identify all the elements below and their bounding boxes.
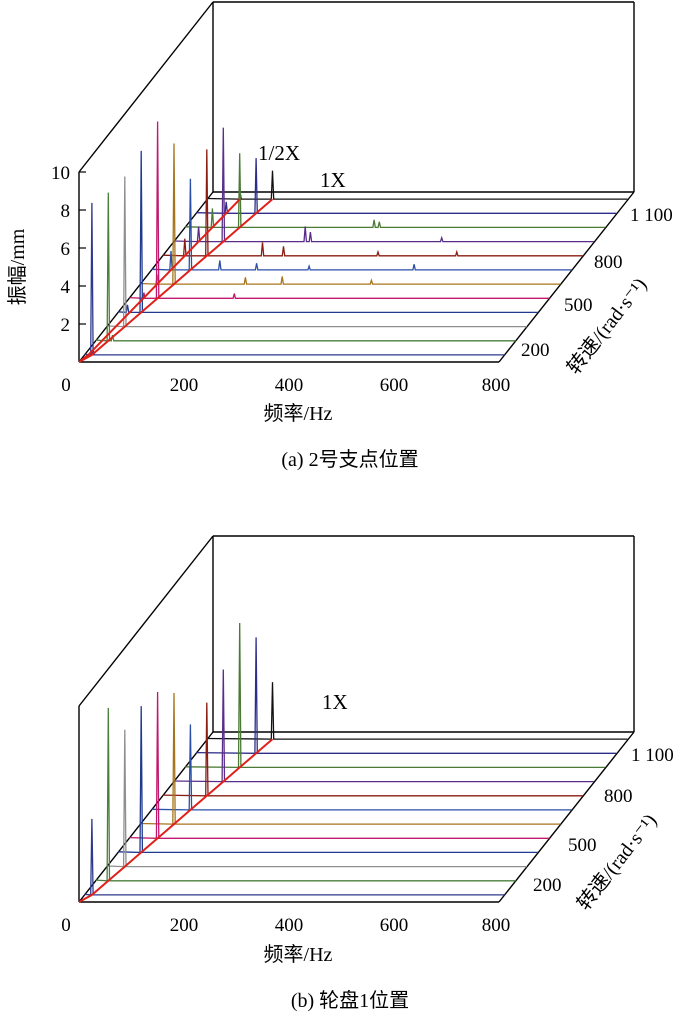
panel-b-frame xyxy=(78,535,635,903)
panel-b: 0 200 400 600 800 频率/Hz 200 500 800 1 10… xyxy=(61,535,674,1012)
panel-b-spectra xyxy=(84,622,628,896)
spectrum-slice-5 xyxy=(129,121,550,299)
ridge-1x xyxy=(78,198,274,363)
spectrum-slice-11 xyxy=(196,637,617,754)
ridge-1x xyxy=(78,738,274,903)
caption-b: (b) 轮盘1位置 xyxy=(291,989,409,1012)
spectrum-slice-11 xyxy=(196,158,617,214)
spectrum-slice-6 xyxy=(140,143,561,285)
x-tick-label: 400 xyxy=(275,375,304,396)
panel-a: 2 4 6 8 10 振幅/mm 0 200 400 600 800 频率/Hz… xyxy=(6,1,673,471)
panel-b-ridge-lines xyxy=(78,738,274,903)
annotation-half-x: 1/2X xyxy=(258,141,300,165)
x-tick-label: 200 xyxy=(170,375,199,396)
x-tick-label: 600 xyxy=(380,915,409,936)
y-axis-label: 振幅/mm xyxy=(6,228,29,305)
spectrum-slice-4 xyxy=(118,706,539,854)
x-tick-label: 600 xyxy=(380,375,409,396)
spectrum-slice-3 xyxy=(106,176,527,328)
y-tick-label: 4 xyxy=(61,277,71,298)
panel-b-x-ticks: 0 200 400 600 800 xyxy=(61,915,510,936)
caption-a: (a) 2号支点位置 xyxy=(281,448,418,471)
spectrum-slice-1 xyxy=(84,818,505,896)
panel-a-spectra xyxy=(84,121,628,356)
panel-b-z-ticks: 200 500 800 1 100 xyxy=(533,745,674,896)
x-axis-label: 频率/Hz xyxy=(264,402,333,425)
x-tick-label: 0 xyxy=(61,375,71,396)
y-tick-label: 2 xyxy=(61,315,71,336)
z-tick-label: 200 xyxy=(521,340,550,361)
panel-a-frame xyxy=(78,1,635,363)
spectrum-slice-7 xyxy=(151,724,572,811)
spectrum-slice-3 xyxy=(106,729,527,868)
annotation-1x: 1X xyxy=(322,690,348,714)
z-tick-label: 200 xyxy=(533,875,562,896)
panel-a-ridge-lines xyxy=(78,198,274,363)
spectrum-slice-6 xyxy=(140,692,561,825)
x-tick-label: 200 xyxy=(170,915,199,936)
spectrum-slice-1 xyxy=(84,202,505,356)
spectrum-slice-10 xyxy=(185,153,606,229)
z-tick-label: 1 100 xyxy=(631,745,674,766)
annotation-1x: 1X xyxy=(320,168,346,192)
x-tick-label: 800 xyxy=(482,375,511,396)
z-tick-label: 800 xyxy=(604,786,633,807)
x-tick-label: 800 xyxy=(482,915,511,936)
z-tick-label: 500 xyxy=(564,295,593,316)
y-tick-label: 6 xyxy=(61,239,71,260)
y-tick-label: 10 xyxy=(51,163,70,184)
spectrum-slice-10 xyxy=(185,622,606,769)
z-axis-label: 转速/(rad·s⁻¹) xyxy=(562,273,651,378)
y-tick-label: 8 xyxy=(61,201,71,222)
spectrum-slice-12 xyxy=(207,682,628,740)
spectrum-slice-5 xyxy=(129,691,550,839)
x-axis-label: 频率/Hz xyxy=(264,943,333,966)
panel-a-z-ticks: 200 500 800 1 100 xyxy=(521,205,673,361)
z-tick-label: 1 100 xyxy=(630,205,673,226)
panel-a-x-ticks: 0 200 400 600 800 xyxy=(61,375,510,396)
z-tick-label: 800 xyxy=(594,252,623,273)
z-axis-label: 转速/(rad·s⁻¹) xyxy=(572,809,661,914)
z-tick-label: 500 xyxy=(568,835,597,856)
x-tick-label: 400 xyxy=(275,915,304,936)
spectrum-slice-9 xyxy=(173,669,594,783)
spectrum-slice-12 xyxy=(207,170,628,200)
spectrum-slice-2 xyxy=(95,192,516,342)
spectrum-slice-2 xyxy=(95,707,516,882)
x-tick-label: 0 xyxy=(61,915,71,936)
panel-a-y-ticks: 2 4 6 8 10 xyxy=(51,163,86,336)
spectrum-slice-9 xyxy=(173,127,594,243)
ridge-half-x xyxy=(78,198,241,363)
